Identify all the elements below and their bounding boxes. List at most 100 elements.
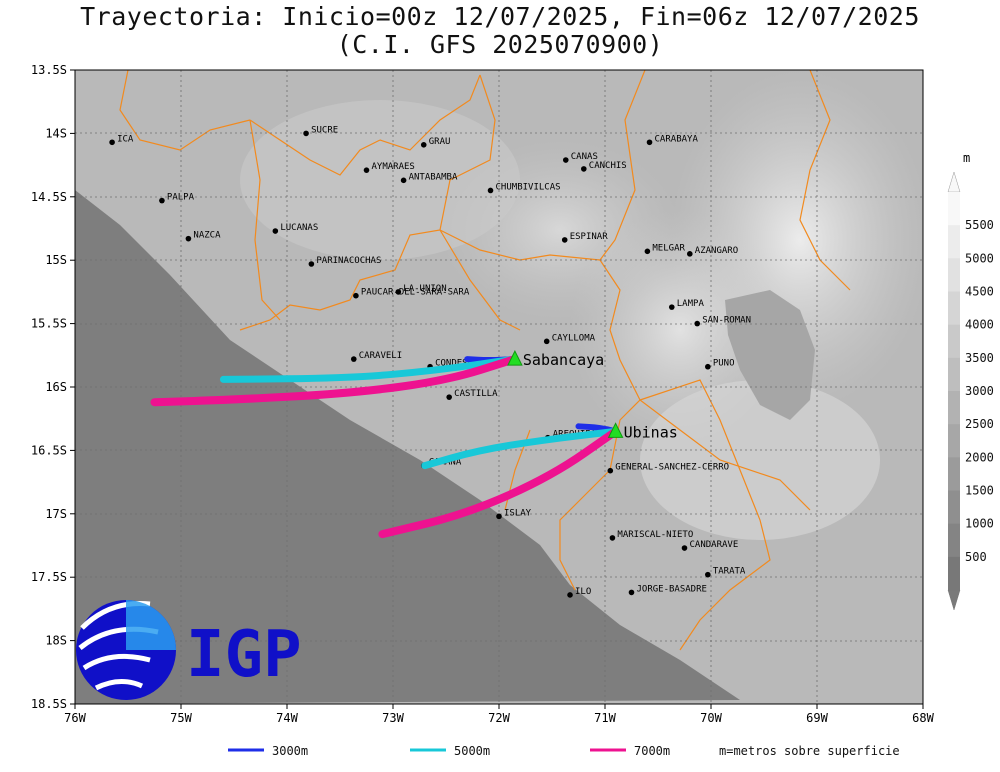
province-dot [543, 338, 550, 345]
lat-tick-label: 17.5S [31, 570, 67, 584]
province-dot [694, 320, 701, 327]
igp-logo-text: IGP [186, 618, 302, 692]
elevation-colorbar: m 5500 5000 4500 4000 3500 3000 2500 2000 1500 10… [947, 151, 994, 611]
trajectory-sabancaya-7000m [150, 355, 519, 407]
volcano-label: Ubinas [624, 423, 678, 441]
lon-tick-label: 72W [488, 711, 510, 725]
colorbar-cell [948, 490, 960, 525]
admin-borders [119, 70, 851, 651]
province-dot [420, 142, 427, 148]
colorbar-cell [948, 324, 960, 359]
province-dot [705, 571, 711, 578]
province-label: NAZCA [193, 231, 221, 241]
province-dot [400, 177, 407, 184]
colorbar-label: 1000 [965, 517, 994, 531]
colorbar-label: 4000 [965, 318, 994, 332]
province-dot [350, 356, 357, 362]
province-dot [562, 157, 569, 163]
province-label: PARINACOCHAS [316, 256, 381, 266]
province-label: JORGE-BASADRE [637, 584, 707, 594]
province-dot [353, 292, 359, 299]
province-dot [363, 167, 370, 173]
province-label: CARABAYA [655, 134, 699, 144]
province-dot [705, 363, 711, 370]
province-dot [395, 289, 402, 295]
lat-tick-label: 14S [45, 126, 67, 140]
province-dot [303, 130, 309, 137]
colorbar-label: 4500 [965, 285, 994, 299]
gridlines [75, 70, 923, 704]
province-dot [687, 251, 693, 257]
colorbar-cell [948, 192, 960, 226]
province-label: SUCRE [311, 125, 338, 135]
volcano-marker [507, 349, 523, 366]
legend-note: m=metros sobre superficie [719, 744, 900, 758]
volcano-label: Sabancaya [523, 351, 604, 369]
lat-tick-label: 15S [45, 253, 67, 267]
province-label: CASTILLA [454, 389, 498, 399]
legend-label: 7000m [634, 744, 670, 758]
province-label: AZANGARO [695, 246, 738, 256]
lat-tick-label: 18S [45, 634, 67, 648]
map-title-line1: Trayectoria: Inicio=00z 12/07/2025, Fin=… [80, 2, 920, 31]
lon-tick-label: 76W [64, 711, 86, 725]
province-dot [109, 139, 115, 146]
province-dot [496, 513, 502, 520]
province-label: LAMPA [677, 299, 705, 309]
trajectories [150, 355, 620, 539]
colorbar-cell [948, 523, 960, 558]
province-dot [567, 592, 573, 598]
lon-tick-label: 70W [700, 711, 722, 725]
province-label: LA-UNION [403, 284, 446, 294]
province-dot [628, 589, 635, 596]
colorbar-label: 3000 [965, 384, 994, 398]
province-label: GENERAL-SANCHEZ-CERRO [615, 463, 729, 473]
lon-tick-label: 74W [276, 711, 298, 725]
province-dot [644, 248, 651, 255]
lake-titicaca [725, 290, 815, 420]
province-label: GRAU [429, 137, 451, 147]
province-label: TARATA [713, 567, 746, 577]
province-label: CANAS [571, 152, 598, 162]
colorbar-label: 3500 [965, 351, 994, 365]
colorbar-label: 5000 [965, 251, 994, 265]
province-label: CARAVELI [359, 351, 402, 361]
colorbar-cell [948, 424, 960, 458]
colorbar-label: 1500 [965, 484, 994, 498]
lon-tick-label: 75W [170, 711, 192, 725]
province-dot [581, 166, 587, 172]
colorbar-cell [948, 357, 960, 392]
lon-tick-label: 69W [806, 711, 828, 725]
lat-tick-label: 16.5S [31, 443, 67, 457]
province-label: SAN-ROMAN [702, 316, 751, 326]
province-dot [668, 304, 675, 310]
province-label: PAUCAR-DEL-SARA-SARA [361, 288, 470, 298]
colorbar-cell [948, 391, 960, 425]
province-label: PALPA [167, 193, 195, 203]
province-dot [308, 261, 315, 267]
province-label: ANTABAMBA [409, 172, 458, 182]
colorbar-cell [948, 258, 960, 292]
province-label: ESPINAR [570, 232, 609, 242]
province-dot [561, 237, 568, 243]
colorbar-cell [948, 291, 960, 326]
province-label: ISLAY [504, 508, 532, 518]
map-title-line2: (C.I. GFS 2025070900) [336, 30, 664, 59]
province-label: CANCHIS [589, 161, 627, 171]
province-label: ICA [117, 134, 134, 144]
lat-tick-label: 14.5S [31, 190, 67, 204]
province-dot [607, 467, 614, 474]
igp-logo: IGP [76, 600, 302, 700]
lon-tick-label: 68W [912, 711, 934, 725]
province-label: CANDARAVE [690, 540, 739, 550]
province-dot [272, 228, 279, 234]
colorbar-label: 5500 [965, 218, 994, 232]
colorbar-cell [948, 457, 960, 491]
province-label: LUCANAS [280, 223, 318, 233]
colorbar-unit: m [963, 151, 970, 165]
lat-tick-label: 17S [45, 507, 67, 521]
colorbar-cell [948, 556, 960, 591]
province-dot [159, 197, 165, 204]
province-dot [646, 139, 653, 146]
